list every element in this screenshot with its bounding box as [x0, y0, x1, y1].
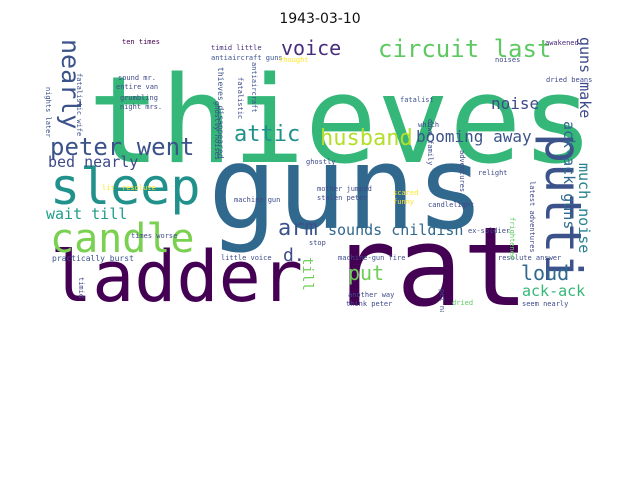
- cloud-word: attic: [234, 122, 301, 147]
- cloud-word: noise: [491, 94, 540, 113]
- cloud-word: much noise: [575, 163, 593, 254]
- cloud-word: night mrs.: [120, 103, 163, 111]
- cloud-word: guns: [208, 122, 485, 256]
- cloud-word: husband: [320, 126, 413, 151]
- cloud-word: nights later: [44, 87, 52, 138]
- cloud-word: sleep: [50, 158, 201, 216]
- cloud-word: fatalistic wife: [75, 73, 83, 137]
- cloud-word: rat: [330, 203, 529, 312]
- cloud-word: noises: [495, 56, 521, 64]
- cloud-word: fatalistic: [236, 77, 244, 120]
- cloud-word: sounds childish: [328, 221, 464, 239]
- cloud-word: ghostly: [306, 158, 336, 166]
- cloud-word: ack-ack: [522, 282, 586, 300]
- cloud-word: entire van: [116, 83, 159, 91]
- cloud-word: booming away: [416, 127, 532, 146]
- cloud-word: pet name: [438, 289, 446, 312]
- cloud-word: loud: [521, 261, 570, 285]
- cloud-word: frightened: [508, 217, 516, 260]
- cloud-word: thought: [279, 56, 309, 64]
- cloud-word: ex-soldier: [468, 227, 511, 235]
- cloud-word: candle: [50, 216, 195, 262]
- chart-title: 1943-03-10: [279, 11, 361, 27]
- cloud-word: voice: [281, 37, 342, 60]
- cloud-word: seem nearly: [522, 300, 569, 308]
- cloud-word: timid: [77, 277, 85, 299]
- cloud-word: machine-gun: [234, 196, 281, 204]
- cloud-word: stolen peter: [317, 194, 368, 202]
- cloud-word: adventures: [458, 150, 466, 193]
- cloud-word: sound mr.: [118, 74, 156, 82]
- cloud-word: latest adventures: [528, 181, 536, 253]
- word-cloud: thieves guns rat ladder sleep candle putti pete…: [38, 37, 602, 312]
- cloud-word: scared: [393, 189, 419, 197]
- cloud-word: ack-ack guns: [560, 121, 578, 230]
- cloud-word: arm: [278, 216, 318, 241]
- cloud-word: practically burst: [52, 254, 134, 263]
- cloud-word: d.: [283, 245, 305, 266]
- cloud-word: which: [418, 121, 440, 129]
- cloud-word: funny: [393, 198, 415, 206]
- cloud-word: stop: [309, 239, 326, 247]
- cloud-word: mother jumped: [317, 185, 372, 193]
- cloud-word: little voice: [221, 254, 272, 262]
- cloud-word: times worse: [131, 232, 178, 240]
- cloud-word: relight: [478, 169, 508, 177]
- cloud-word: resolute answer: [498, 254, 562, 262]
- cloud-word: put: [348, 261, 385, 285]
- cloud-word: grumbling: [120, 94, 158, 102]
- cloud-word: till: [299, 257, 315, 291]
- cloud-word: circuit last: [378, 37, 552, 63]
- cloud-word: lit: [102, 184, 115, 192]
- cloud-word: think peter: [346, 300, 393, 308]
- cloud-word: ladder: [50, 236, 303, 312]
- cloud-word: another way: [348, 291, 395, 299]
- cloud-word: antiaircraft: [250, 62, 258, 113]
- cloud-word: awakened: [545, 39, 579, 47]
- cloud-word: machine-gun fire: [338, 254, 406, 262]
- cloud-word: antiaircraft guns: [211, 54, 283, 62]
- cloud-word: candlelight: [428, 201, 475, 209]
- cloud-word: ghostly noises: [213, 101, 221, 161]
- cloud-word: dried: [452, 299, 474, 307]
- cloud-word: resolute: [122, 184, 156, 192]
- cloud-word: wait till: [46, 205, 128, 223]
- cloud-word: peter went: [50, 133, 195, 161]
- cloud-word: fatalist: [400, 96, 434, 104]
- cloud-word: thieves: [88, 52, 594, 191]
- cloud-word: timid little: [211, 44, 262, 52]
- cloud-word: dried beans: [546, 76, 593, 84]
- cloud-word: ten times: [122, 38, 160, 46]
- cloud-word: bed nearly: [48, 153, 139, 171]
